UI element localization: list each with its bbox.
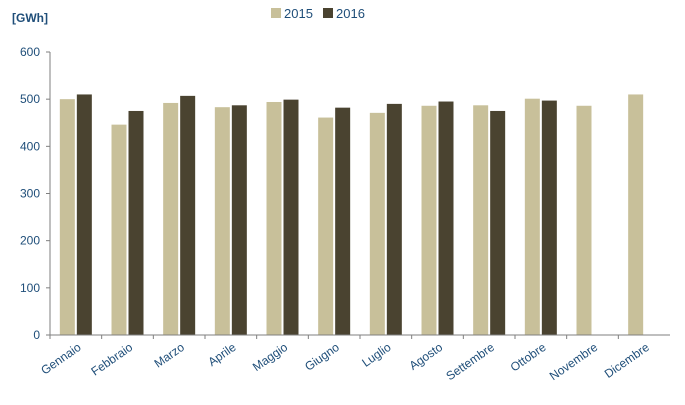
x-tick-label: Settembre <box>444 340 498 383</box>
bar-2016-agosto <box>438 101 454 336</box>
y-axis-unit-label: [GWh] <box>12 11 48 25</box>
y-axis: 0 100 200 300 400 500 600 <box>20 45 51 342</box>
x-tick-label: Gennaio <box>38 340 83 378</box>
y-tick-label: 200 <box>20 234 40 248</box>
legend-swatch-2016 <box>323 8 333 18</box>
bar-2015-settembre <box>473 105 489 335</box>
x-tick-label: Agosto <box>407 340 446 373</box>
bar-2015-aprile <box>214 107 230 335</box>
x-tick-label: Novembre <box>547 340 601 383</box>
bar-2015-luglio <box>369 112 385 335</box>
x-tick-label: Giugno <box>302 340 342 374</box>
bar-2016-gennaio <box>76 94 92 335</box>
bar-2015-giugno <box>318 117 334 335</box>
legend-label-2016: 2016 <box>336 6 365 21</box>
bars <box>59 94 644 336</box>
bar-2016-giugno <box>335 107 351 335</box>
bar-2015-agosto <box>421 105 437 336</box>
bar-2016-luglio <box>386 103 402 335</box>
bar-2015-febbraio <box>111 124 127 336</box>
x-tick-label: Aprile <box>205 340 238 369</box>
bar-2016-aprile <box>231 105 247 335</box>
x-tick-label: Luglio <box>359 340 394 370</box>
legend-label-2015: 2015 <box>284 6 313 21</box>
bar-2015-ottobre <box>524 98 540 335</box>
x-tick-label: Febbraio <box>88 340 135 379</box>
y-tick-label: 500 <box>20 92 40 106</box>
bar-2016-ottobre <box>541 100 557 335</box>
bar-2016-febbraio <box>128 110 144 335</box>
x-tick-label: Maggio <box>250 340 291 374</box>
y-tick-label: 0 <box>33 328 40 342</box>
x-tick-label: Dicembre <box>602 340 652 381</box>
y-tick-label: 300 <box>20 187 40 201</box>
bar-2015-maggio <box>266 101 282 335</box>
x-tick-label: Ottobre <box>508 340 549 375</box>
bar-2015-dicembre <box>628 94 644 335</box>
x-axis: Gennaio Febbraio Marzo Aprile Maggio Giugno Lu… <box>38 334 670 383</box>
legend: 2015 2016 <box>271 6 365 21</box>
x-tick-label: Marzo <box>152 340 188 371</box>
bar-2016-settembre <box>490 110 506 335</box>
bar-2015-novembre <box>576 105 592 336</box>
y-tick-label: 100 <box>20 281 40 295</box>
bar-2015-marzo <box>163 102 179 335</box>
bar-2015-gennaio <box>59 99 75 336</box>
y-tick-label: 400 <box>20 139 40 153</box>
y-tick-label: 600 <box>20 45 40 59</box>
bar-2016-maggio <box>283 99 299 335</box>
legend-swatch-2015 <box>271 8 281 18</box>
bar-2016-marzo <box>180 95 196 336</box>
